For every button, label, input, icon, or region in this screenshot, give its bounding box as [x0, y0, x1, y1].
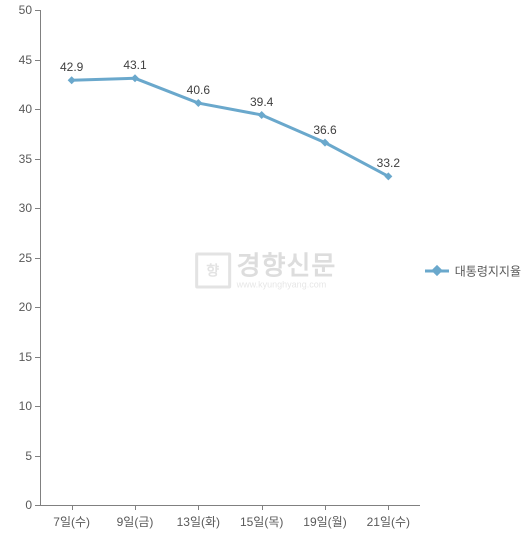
x-tick-label: 13일(화) — [177, 513, 220, 530]
x-tick — [325, 505, 326, 510]
y-tick-label: 5 — [0, 449, 32, 463]
legend: 대통령지지율 — [425, 262, 521, 279]
series-line — [72, 78, 389, 176]
y-tick-label: 40 — [0, 102, 32, 116]
watermark-sub-text: www.kyunghyang.com — [237, 280, 327, 289]
legend-label: 대통령지지율 — [455, 262, 521, 279]
y-tick-label: 25 — [0, 251, 32, 265]
y-tick-label: 30 — [0, 201, 32, 215]
x-tick — [262, 505, 263, 510]
y-tick-label: 0 — [0, 498, 32, 512]
chart-container: 0 5 10 15 20 25 30 35 40 45 50 42.9 43.1 40.6 39.4 36.… — [0, 0, 531, 541]
data-marker-icon — [131, 74, 139, 82]
data-marker-icon — [194, 99, 202, 107]
x-tick-label: 9일(금) — [117, 513, 154, 530]
data-marker-icon — [68, 76, 76, 84]
watermark-main-text: 경향신문 — [237, 252, 337, 278]
x-tick-label: 19일(월) — [303, 513, 346, 530]
x-tick-label: 15일(목) — [240, 513, 283, 530]
data-label: 40.6 — [187, 83, 210, 97]
data-label: 33.2 — [377, 156, 400, 170]
watermark-logo-icon: 향 — [195, 253, 231, 289]
y-tick-label: 50 — [0, 3, 32, 17]
y-tick-label: 20 — [0, 300, 32, 314]
legend-diamond-icon — [431, 265, 442, 276]
x-tick-label: 7일(수) — [53, 513, 90, 530]
x-tick — [388, 505, 389, 510]
y-tick-label: 45 — [0, 53, 32, 67]
x-tick — [72, 505, 73, 510]
watermark-logo-text: 향 — [206, 261, 219, 281]
data-label: 42.9 — [60, 60, 83, 74]
y-tick-label: 15 — [0, 350, 32, 364]
data-label: 43.1 — [123, 58, 146, 72]
x-axis-line — [40, 505, 420, 506]
x-tick — [198, 505, 199, 510]
data-label: 36.6 — [313, 123, 336, 137]
y-tick-label: 10 — [0, 399, 32, 413]
x-tick-label: 21일(수) — [367, 513, 410, 530]
y-tick-label: 35 — [0, 152, 32, 166]
watermark: 향 경향신문 www.kyunghyang.com — [195, 252, 337, 289]
legend-marker-icon — [425, 264, 449, 278]
data-label: 39.4 — [250, 95, 273, 109]
x-tick — [135, 505, 136, 510]
watermark-text: 경향신문 www.kyunghyang.com — [237, 252, 337, 289]
